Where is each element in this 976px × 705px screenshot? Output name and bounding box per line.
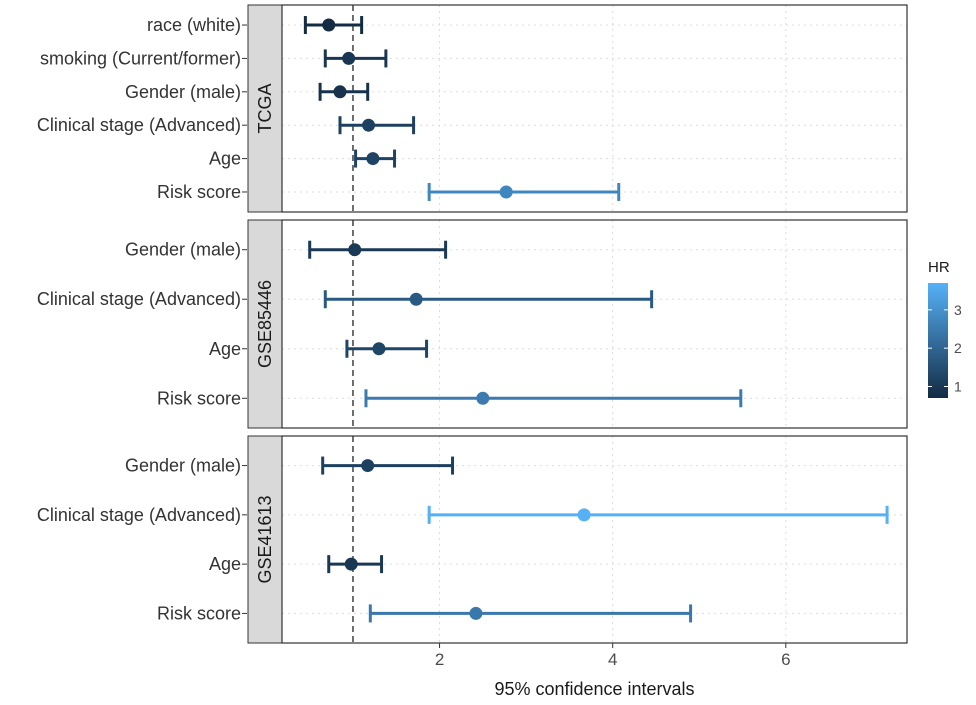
row-label: Risk score: [157, 388, 241, 408]
row-label: Age: [209, 149, 241, 169]
ci-row: Age: [209, 149, 397, 169]
row-label: race (white): [147, 15, 241, 35]
hr-point: [469, 606, 483, 620]
ci-row: Risk score: [157, 603, 693, 623]
ci-row: Age: [209, 339, 429, 359]
hr-point: [577, 508, 591, 522]
row-label: Gender (male): [125, 456, 241, 476]
row-label: Gender (male): [125, 82, 241, 102]
legend-colorbar: [928, 283, 948, 398]
ci-row: Risk score: [157, 388, 743, 408]
hr-point: [476, 391, 490, 405]
row-label: Risk score: [157, 603, 241, 623]
row-label: Age: [209, 554, 241, 574]
panel-strip-label: GSE85446: [255, 280, 275, 368]
x-axis-title: 95% confidence intervals: [494, 679, 694, 699]
hr-point: [372, 342, 386, 356]
row-label: Clinical stage (Advanced): [37, 289, 241, 309]
row-label: smoking (Current/former): [40, 48, 241, 68]
panel-background: [282, 436, 907, 643]
row-label: Clinical stage (Advanced): [37, 505, 241, 525]
panel-gse85446: GSE85446 Gender (male) Clinical stage (Adv…: [37, 219, 908, 429]
x-tick-label: 6: [781, 650, 790, 669]
ci-row: Clinical stage (Advanced): [37, 505, 889, 525]
panel-gse41613: GSE41613 Gender (male) Clinical stage (Adv…: [37, 435, 908, 644]
hr-point: [499, 185, 513, 199]
panel-strip-label: GSE41613: [255, 495, 275, 583]
panel-strip-label: TCGA: [255, 83, 275, 133]
panel-border: [281, 4, 908, 213]
hr-point: [362, 118, 376, 132]
ci-row: smoking (Current/former): [40, 48, 388, 68]
panel-strip: [247, 435, 283, 644]
legend: HR 1 2 3: [928, 259, 962, 398]
ci-row: Age: [209, 554, 384, 574]
ci-row: Gender (male): [125, 240, 448, 260]
hr-point: [361, 459, 375, 473]
row-label: Clinical stage (Advanced): [37, 115, 241, 135]
hr-point: [409, 292, 423, 306]
panel-strip: [247, 219, 283, 429]
legend-tick-label: 1: [954, 379, 962, 395]
panel-background: [282, 5, 907, 212]
row-label: Risk score: [157, 182, 241, 202]
ci-row: race (white): [147, 15, 364, 35]
ci-row: Gender (male): [125, 456, 455, 476]
panel-strip: [247, 4, 283, 213]
hr-point: [348, 243, 362, 257]
hr-point: [344, 557, 358, 571]
legend-tick-label: 2: [954, 340, 962, 356]
panel-border: [281, 219, 908, 429]
row-label: Age: [209, 339, 241, 359]
panel-tcga: TCGA race (white) smoking (Current/former)…: [37, 4, 908, 213]
legend-title: HR: [928, 259, 950, 276]
ci-row: Clinical stage (Advanced): [37, 115, 416, 135]
hr-point: [322, 18, 336, 32]
x-tick-label: 2: [435, 650, 444, 669]
panel-background: [282, 220, 907, 428]
x-tick-label: 4: [608, 650, 617, 669]
ci-row: Gender (male): [125, 82, 370, 102]
ci-row: Risk score: [157, 182, 621, 202]
hr-point: [333, 85, 347, 99]
hr-point: [342, 51, 356, 65]
ci-row: Clinical stage (Advanced): [37, 289, 654, 309]
row-label: Gender (male): [125, 240, 241, 260]
hr-point: [366, 152, 380, 166]
legend-tick-label: 3: [954, 302, 962, 318]
panel-border: [281, 435, 908, 644]
